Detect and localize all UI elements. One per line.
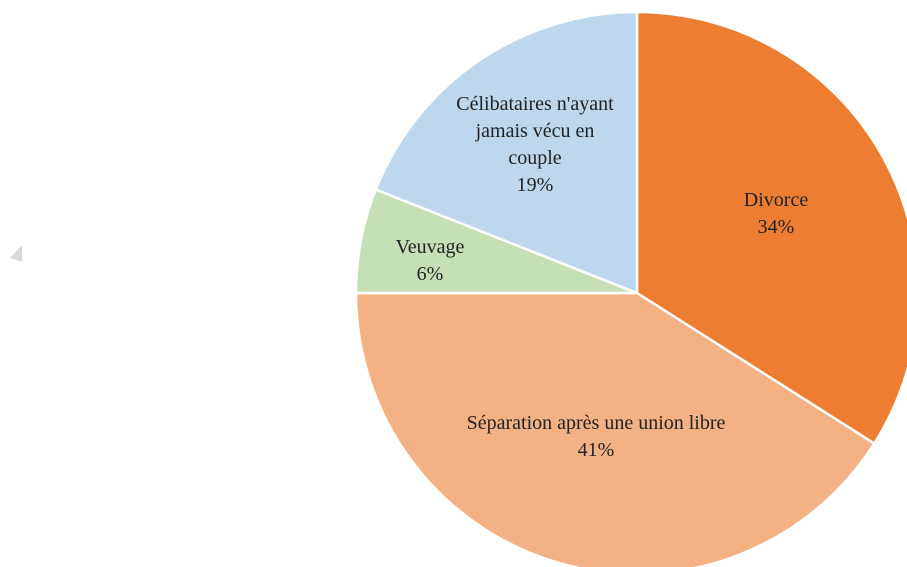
slice-name: Séparation après une union libre [466, 412, 726, 434]
slice-value: 19% [516, 174, 554, 196]
slice-name: Célibataires n'ayant jamais vécu en coup… [456, 93, 614, 169]
slice-value: 34% [757, 216, 795, 238]
slice-name: Veuvage [395, 236, 465, 258]
decoration [10, 245, 22, 262]
pie-slice [374, 10, 639, 295]
slice-value: 41% [577, 439, 615, 461]
slice-name: Divorce [743, 189, 809, 211]
data-label: Veuvage 6% [380, 234, 480, 288]
data-label: Célibataires n'ayant jamais vécu en coup… [455, 91, 615, 199]
data-label: Divorce 34% [716, 187, 836, 241]
data-label: Séparation après une union libre 41% [466, 410, 726, 464]
slice-value: 6% [416, 263, 444, 285]
pie-slice [354, 291, 876, 567]
